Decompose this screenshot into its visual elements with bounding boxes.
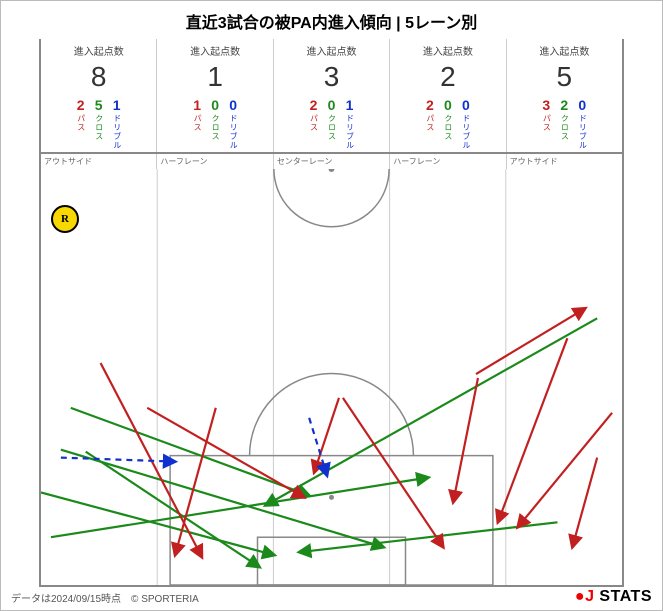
bd-label: パス <box>193 114 201 132</box>
bd-item-pass: 1 パス <box>193 98 201 150</box>
lane-name: アウトサイド <box>41 154 156 169</box>
bd-value: 2 <box>77 98 85 112</box>
bd-item-dribble: 0 ドリブル <box>462 98 470 150</box>
lane-total: 8 <box>41 60 156 94</box>
bd-item-cross: 0 クロス <box>444 98 452 150</box>
pitch: R <box>39 169 624 587</box>
pitch-svg <box>41 169 622 585</box>
bd-value: 0 <box>462 98 470 112</box>
bd-value: 0 <box>444 98 452 112</box>
bd-value: 1 <box>346 98 354 112</box>
arrow-pass <box>343 397 443 546</box>
bd-label: パス <box>542 114 550 132</box>
lane-breakdown: 2 パス 0 クロス 0 ドリブル <box>390 98 505 150</box>
bd-item-cross: 2 クロス <box>560 98 568 150</box>
lane-col: 進入起点数 2 2 パス 0 クロス 0 ドリブル <box>389 39 505 152</box>
lane-label: 進入起点数 <box>157 43 272 58</box>
lane-name: ハーフレーン <box>389 154 505 169</box>
bd-value: 1 <box>113 98 121 112</box>
lane-total: 2 <box>390 60 505 94</box>
bd-item-cross: 0 クロス <box>211 98 219 150</box>
field-wrap: アウトサイドハーフレーンセンターレーンハーフレーンアウトサイド R <box>39 152 624 587</box>
lane-label: 進入起点数 <box>390 43 505 58</box>
arrow-pass <box>498 338 568 522</box>
lane-name: センターレーン <box>273 154 389 169</box>
lane-col: 進入起点数 3 2 パス 0 クロス 1 ドリブル <box>273 39 389 152</box>
lane-breakdown: 3 パス 2 クロス 0 ドリブル <box>507 98 622 150</box>
stats-logo: ●J STATS <box>575 588 652 606</box>
bd-label: クロス <box>328 114 336 141</box>
arrow-dribble <box>309 417 327 475</box>
bd-label: ドリブル <box>346 114 354 150</box>
lane-col: 進入起点数 8 2 パス 5 クロス 1 ドリブル <box>41 39 156 152</box>
bd-item-dribble: 1 ドリブル <box>346 98 354 150</box>
lane-col: 進入起点数 1 1 パス 0 クロス 0 ドリブル <box>156 39 272 152</box>
bd-item-cross: 5 クロス <box>95 98 103 150</box>
lane-name: ハーフレーン <box>156 154 272 169</box>
lane-names-row: アウトサイドハーフレーンセンターレーンハーフレーンアウトサイド <box>39 152 624 169</box>
arrow-pass <box>476 308 585 374</box>
bd-label: パス <box>426 114 434 132</box>
bd-value: 1 <box>193 98 201 112</box>
bd-item-dribble: 1 ドリブル <box>113 98 121 150</box>
bd-value: 2 <box>560 98 568 112</box>
arrow-dribble <box>61 457 175 461</box>
arrow-cross <box>265 318 597 505</box>
footer-note: データは2024/09/15時点 © SPORTERIA <box>11 590 199 605</box>
bd-label: ドリブル <box>578 114 586 150</box>
footer: データは2024/09/15時点 © SPORTERIA ●J STATS <box>1 588 662 606</box>
bd-item-dribble: 0 ドリブル <box>578 98 586 150</box>
bd-item-pass: 2 パス <box>77 98 85 150</box>
chart-container: 直近3試合の被PA内進入傾向 | 5レーン別 進入起点数82パス5クロス1ドリブ… <box>0 0 663 611</box>
bd-value: 0 <box>211 98 219 112</box>
bd-label: クロス <box>560 114 568 141</box>
lane-name: アウトサイド <box>506 154 622 169</box>
bd-item-pass: 2 パス <box>310 98 318 150</box>
bd-value: 0 <box>328 98 336 112</box>
bd-item-cross: 0 クロス <box>328 98 336 150</box>
bd-label: クロス <box>211 114 219 141</box>
bd-label: ドリブル <box>462 114 470 150</box>
lanes-header: 進入起点数82パス5クロス1ドリブル進入起点数11パス0クロス0ドリブル進入起点… <box>39 39 624 152</box>
bd-item-pass: 3 パス <box>542 98 550 150</box>
bd-value: 5 <box>95 98 103 112</box>
chart-title: 直近3試合の被PA内進入傾向 | 5レーン別 <box>1 1 662 39</box>
arrow-cross <box>51 477 428 537</box>
lane-total: 1 <box>157 60 272 94</box>
arrow-pass <box>314 397 339 472</box>
bd-label: ドリブル <box>113 114 121 150</box>
lane-label: 進入起点数 <box>507 43 622 58</box>
lane-total: 3 <box>274 60 389 94</box>
bd-value: 2 <box>310 98 318 112</box>
bd-value: 0 <box>229 98 237 112</box>
bd-label: ドリブル <box>229 114 237 150</box>
lane-breakdown: 1 パス 0 クロス 0 ドリブル <box>157 98 272 150</box>
lane-label: 進入起点数 <box>274 43 389 58</box>
bd-label: クロス <box>444 114 452 141</box>
lane-breakdown: 2 パス 5 クロス 1 ドリブル <box>41 98 156 150</box>
bd-label: パス <box>310 114 318 132</box>
bd-value: 0 <box>578 98 586 112</box>
lane-label: 進入起点数 <box>41 43 156 58</box>
bd-value: 2 <box>426 98 434 112</box>
bd-value: 3 <box>542 98 550 112</box>
bd-item-pass: 2 パス <box>426 98 434 150</box>
arrow-pass <box>572 457 597 547</box>
bd-label: クロス <box>95 114 103 141</box>
bd-label: パス <box>77 114 85 132</box>
lane-col: 進入起点数 5 3 パス 2 クロス 0 ドリブル <box>506 39 622 152</box>
lane-total: 5 <box>507 60 622 94</box>
lane-breakdown: 2 パス 0 クロス 1 ドリブル <box>274 98 389 150</box>
bd-item-dribble: 0 ドリブル <box>229 98 237 150</box>
